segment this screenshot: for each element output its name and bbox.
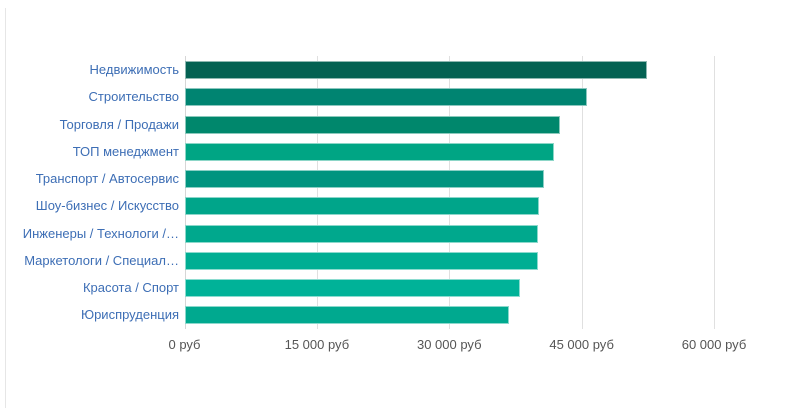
x-tick-label: 45 000 руб [549,337,614,352]
bar-2[interactable] [184,88,587,107]
bar-8[interactable] [184,251,538,270]
gridline-vertical [714,56,715,329]
category-label[interactable]: Шоу-бизнес / Искусство [35,198,179,214]
bar-1[interactable] [184,61,647,79]
bar-7[interactable] [184,224,538,243]
gridline-vertical [184,56,186,329]
x-tick-label: 60 000 руб [681,337,747,352]
bar-3[interactable] [184,115,560,134]
x-tick-label: 30 000 руб [416,337,482,352]
category-label[interactable]: Транспорт / Автосервис [35,171,179,186]
category-label[interactable]: Красота / Спорт [82,280,179,295]
category-label[interactable]: Строительство [88,89,179,105]
category-label[interactable]: Юриспруденция [80,307,179,323]
category-label[interactable]: Недвижимость [89,62,179,77]
category-label[interactable]: ТОП менеджмент [72,143,179,159]
bar-9[interactable] [184,279,520,297]
bar-10[interactable] [184,306,510,325]
category-label[interactable]: Инженеры / Технологи /… [22,225,179,241]
bar-5[interactable] [184,170,544,188]
gridline-vertical [449,56,451,329]
gridline-vertical [316,56,318,329]
page-left-border [5,8,6,408]
x-tick-label: 15 000 руб [284,337,350,352]
bar-4[interactable] [184,142,555,161]
bar-6[interactable] [184,197,540,216]
category-label[interactable]: Торговля / Продажи [59,116,179,132]
gridline-vertical [581,56,583,329]
category-label[interactable]: Маркетологи / Специал… [24,252,179,268]
x-tick-label: 0 руб [168,337,201,352]
